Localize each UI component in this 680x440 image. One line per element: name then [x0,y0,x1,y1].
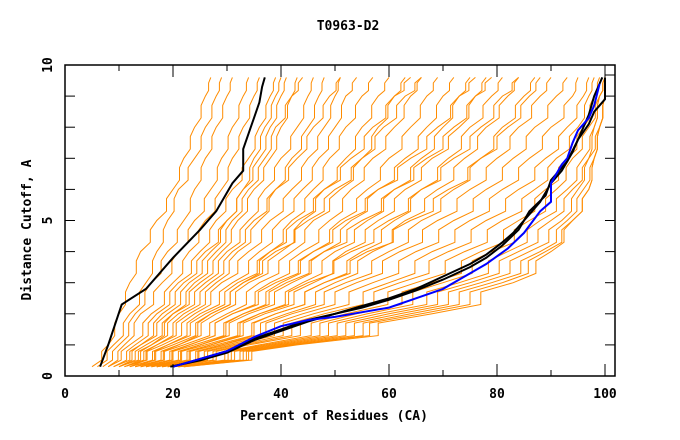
chart-title: T0963-D2 [317,19,380,34]
model-curve [140,77,438,368]
y-tick-labels: 0 5 10 [41,57,56,380]
model-curve [124,77,303,368]
corner-box [604,64,616,76]
model-curve [151,77,492,368]
plot-lines [91,77,606,368]
model-curve [156,77,536,368]
x-axis-label: Percent of Residues (CA) [240,409,428,424]
model-curve [145,77,476,368]
model-curve [156,77,519,368]
model-curve [118,77,298,368]
model-curve [156,77,519,368]
model-curve [162,77,541,368]
model-curve [172,77,601,368]
model-curve [124,77,325,368]
x-tick-label: 60 [381,387,397,402]
y-tick-label: 5 [41,217,56,225]
x-tick-label: 100 [593,387,617,402]
model-curve [145,77,471,368]
model-curve [135,77,406,368]
model-curve [113,77,277,368]
model-curve [118,77,282,368]
model-curve [118,77,314,368]
y-tick-label: 10 [41,57,56,73]
axis-ticks [64,64,615,377]
model-curve [129,77,374,368]
model-curve [102,77,233,368]
model-curve [183,77,606,368]
model-curve [135,77,411,368]
x-tick-label: 40 [273,387,289,402]
black-right-2-curve [170,77,606,368]
model-curve [97,77,223,368]
x-tick-labels: 0 20 40 60 80 100 [61,387,617,402]
model-curve [107,77,250,368]
model-curve [162,77,568,368]
x-tick-label: 20 [165,387,181,402]
model-curve [172,77,595,368]
model-curve [129,77,341,368]
model-curve [107,77,260,368]
blue-curve [172,83,601,368]
black-left-curve [99,77,266,368]
model-curve [172,77,606,368]
model-curve [129,77,357,368]
model-curve [124,77,341,368]
y-tick-label: 0 [41,372,56,380]
model-curve [151,77,487,368]
model-curve [162,77,552,368]
model-curve [135,77,390,368]
y-axis-label: Distance Cutoff, A [20,159,35,300]
model-curve [178,77,606,368]
model-curve [145,77,455,368]
model-curve [151,77,503,368]
x-tick-label: 0 [61,387,69,402]
x-tick-label: 80 [489,387,505,402]
model-curve [140,77,422,368]
